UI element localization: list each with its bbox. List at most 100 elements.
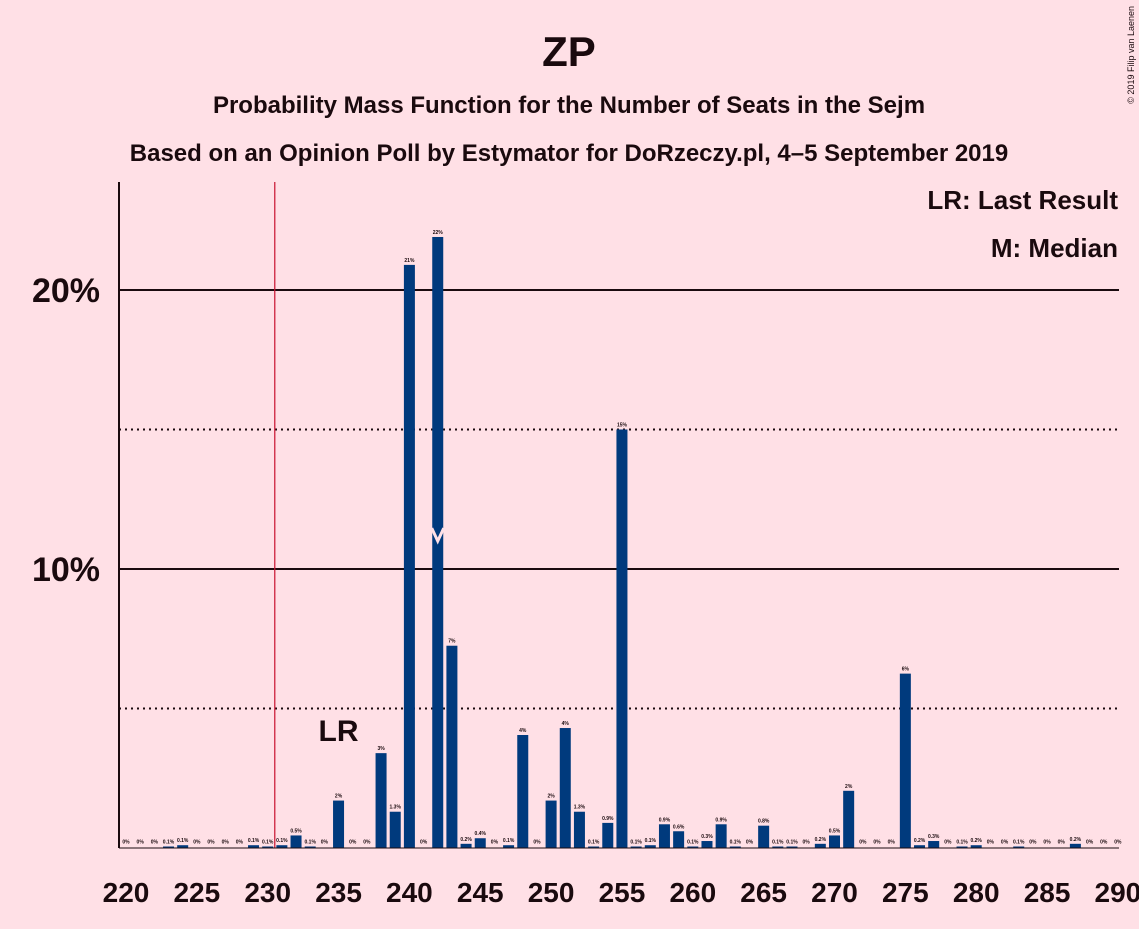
bar-value-label: 0.1% bbox=[645, 838, 657, 844]
bar bbox=[333, 800, 345, 848]
axes bbox=[118, 182, 1119, 849]
bar-value-label: 2% bbox=[335, 794, 343, 800]
bar-value-label: 0.1% bbox=[177, 838, 189, 844]
bar bbox=[1069, 843, 1081, 848]
median-marker bbox=[430, 527, 446, 545]
bar-value-label: 1.3% bbox=[390, 805, 402, 811]
bar bbox=[701, 841, 713, 848]
bar bbox=[772, 846, 784, 848]
bar-value-label: 0% bbox=[349, 840, 357, 846]
bar-value-label: 21% bbox=[404, 258, 415, 264]
bar bbox=[503, 845, 515, 848]
bar-value-label: 0% bbox=[987, 840, 995, 846]
bar bbox=[829, 835, 840, 848]
bar-value-label: 0.1% bbox=[305, 840, 317, 846]
bar-value-label: 0.5% bbox=[829, 828, 841, 834]
bar-value-label: 0% bbox=[1001, 840, 1009, 846]
bar bbox=[588, 846, 600, 848]
legend-median: M: Median bbox=[991, 233, 1118, 263]
bar-value-label: 0% bbox=[222, 840, 230, 846]
bar bbox=[276, 845, 288, 848]
bar-value-label: 0.3% bbox=[928, 834, 940, 840]
bar bbox=[1013, 846, 1025, 848]
bar-value-label: 0.1% bbox=[262, 840, 274, 846]
bar-value-label: 0.1% bbox=[276, 838, 288, 844]
bar bbox=[758, 825, 770, 848]
bar-value-label: 22% bbox=[433, 230, 444, 236]
bar bbox=[460, 843, 472, 848]
bar-value-label: 0.2% bbox=[970, 838, 982, 844]
bar-value-label: 0% bbox=[1029, 840, 1037, 846]
bar bbox=[177, 845, 189, 848]
bar-value-label: 0.1% bbox=[588, 840, 600, 846]
bar-value-label: 0.3% bbox=[701, 834, 713, 840]
bar-value-label: 0.4% bbox=[475, 831, 487, 837]
bar bbox=[687, 846, 699, 848]
bar bbox=[644, 845, 656, 848]
bar bbox=[673, 831, 685, 848]
y-tick-labels: 10% 20% bbox=[32, 272, 100, 589]
bar-value-label: 0.2% bbox=[460, 837, 472, 843]
x-tick-label: 260 bbox=[669, 877, 716, 908]
y-tick-label: 10% bbox=[32, 551, 100, 589]
bar bbox=[262, 846, 274, 848]
bar-value-label: 0% bbox=[888, 840, 896, 846]
bar bbox=[602, 822, 614, 848]
bar-value-label: 0.2% bbox=[914, 838, 926, 844]
bar-value-label: 0.1% bbox=[1013, 840, 1025, 846]
bar bbox=[814, 843, 826, 848]
bar-value-label: 0% bbox=[193, 840, 201, 846]
chart-subtitle-poll: Based on an Opinion Poll by Estymator fo… bbox=[130, 140, 1008, 167]
bar bbox=[163, 846, 175, 848]
bar-value-label: 4% bbox=[519, 728, 527, 734]
bar-value-label: 0% bbox=[491, 840, 499, 846]
bar-value-label: 0% bbox=[859, 840, 867, 846]
chart-title: ZP bbox=[542, 28, 596, 75]
bar-value-label: 0.1% bbox=[163, 840, 175, 846]
bar bbox=[517, 735, 529, 848]
bar-value-label: 0.8% bbox=[758, 819, 770, 825]
bar-value-label: 2% bbox=[845, 784, 853, 790]
bar-value-label: 0.9% bbox=[715, 817, 727, 823]
bar-value-label: 0% bbox=[944, 840, 952, 846]
bar-value-label: 0% bbox=[363, 840, 371, 846]
x-tick-label: 240 bbox=[386, 877, 433, 908]
bar-value-label: 0.1% bbox=[503, 838, 515, 844]
bar bbox=[616, 429, 628, 848]
x-tick-label: 245 bbox=[457, 877, 504, 908]
bar bbox=[843, 790, 855, 848]
x-tick-label: 280 bbox=[953, 877, 1000, 908]
bar-value-label: 0.2% bbox=[815, 837, 827, 843]
bar-value-label: 0% bbox=[746, 840, 754, 846]
bar-value-label: 0.6% bbox=[673, 824, 685, 830]
x-tick-label: 230 bbox=[244, 877, 291, 908]
x-tick-label: 255 bbox=[599, 877, 646, 908]
bar-value-label: 0.1% bbox=[687, 840, 699, 846]
markers: LR bbox=[274, 182, 446, 848]
bar-value-label: 0% bbox=[1086, 840, 1094, 846]
bar-value-label: 0% bbox=[873, 840, 881, 846]
bar-value-label: 0% bbox=[1043, 840, 1051, 846]
bar-value-label: 0% bbox=[1058, 840, 1066, 846]
bar bbox=[715, 824, 727, 848]
bar bbox=[914, 845, 926, 848]
bar-value-label: 7% bbox=[448, 639, 456, 645]
bar-value-label: 0.1% bbox=[248, 838, 260, 844]
bar-value-label: 0% bbox=[803, 840, 811, 846]
bar-value-label: 0% bbox=[151, 840, 159, 846]
x-tick-label: 250 bbox=[528, 877, 575, 908]
x-tick-label: 285 bbox=[1024, 877, 1071, 908]
bar bbox=[928, 841, 940, 848]
y-tick-label: 20% bbox=[32, 272, 100, 310]
bar-value-label: 0.9% bbox=[659, 817, 671, 823]
bar bbox=[559, 728, 571, 848]
bar bbox=[899, 673, 911, 848]
bar-value-label: 6% bbox=[902, 667, 910, 673]
bar bbox=[658, 824, 670, 848]
copyright-credit: © 2019 Filip van Laenen bbox=[1126, 6, 1136, 104]
bars bbox=[163, 236, 1081, 849]
bar-value-label: 2% bbox=[547, 794, 555, 800]
x-tick-label: 235 bbox=[315, 877, 362, 908]
